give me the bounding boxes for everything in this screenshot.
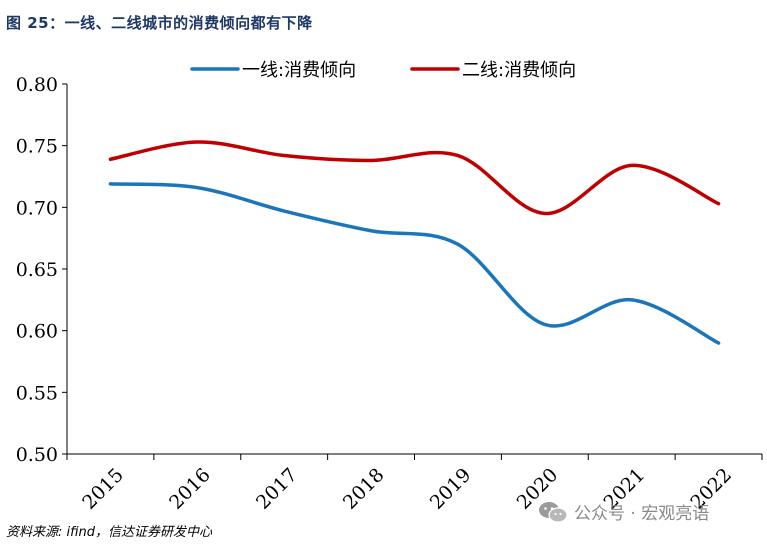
y-tick-label: 0.60	[16, 321, 58, 343]
legend: 一线:消费倾向 二线:消费倾向	[190, 60, 576, 81]
wechat-icon	[539, 501, 568, 523]
data-point-s2-2021	[630, 163, 634, 167]
data-point-s1-2017	[282, 209, 286, 213]
source-note: 资料来源: ifind，信达证券研发中心	[6, 525, 213, 540]
data-point-s2-2015	[108, 157, 112, 161]
axes: 0.50 0.55 0.60 0.65 0.70 0.75 0.80 2015 2016 2017…	[16, 74, 763, 514]
x-tick-label: 2016	[165, 464, 215, 514]
y-tick-label: 0.70	[16, 197, 58, 219]
data-point-s2-2019	[456, 154, 460, 158]
series-line-1	[108, 182, 721, 345]
y-tick-label: 0.50	[16, 444, 58, 466]
legend-label-2: 二线:消费倾向	[462, 60, 576, 81]
data-point-s1-2016	[195, 186, 199, 190]
data-point-s2-2020	[543, 212, 547, 216]
watermark-text: 公众号 · 宏观亮语	[574, 504, 710, 524]
data-point-s2-2017	[282, 154, 286, 158]
data-point-s2-2016	[195, 140, 199, 144]
data-point-s1-2015	[108, 182, 112, 186]
y-tick-label: 0.80	[16, 74, 58, 96]
data-point-s1-2022	[717, 341, 721, 345]
data-point-s1-2018	[369, 229, 373, 233]
series-layer	[108, 140, 721, 345]
figure-title: 图 25：一线、二线城市的消费倾向都有下降	[6, 14, 313, 32]
data-point-s2-2018	[369, 158, 373, 162]
data-point-s1-2021	[630, 298, 634, 302]
y-tick-label: 0.55	[16, 382, 58, 404]
x-tick-label: 2015	[78, 464, 128, 514]
series-line-2	[108, 140, 721, 216]
legend-label-1: 一线:消费倾向	[242, 60, 356, 81]
data-point-s1-2020	[543, 323, 547, 327]
x-tick-label: 2017	[252, 464, 302, 514]
y-tick-label: 0.65	[16, 259, 58, 281]
watermark: 公众号 · 宏观亮语	[538, 499, 709, 524]
data-point-s2-2022	[717, 202, 721, 206]
x-tick-label: 2019	[426, 464, 476, 514]
data-point-s1-2019	[456, 242, 460, 246]
y-tick-label: 0.75	[16, 136, 58, 158]
x-tick-label: 2018	[339, 464, 389, 514]
